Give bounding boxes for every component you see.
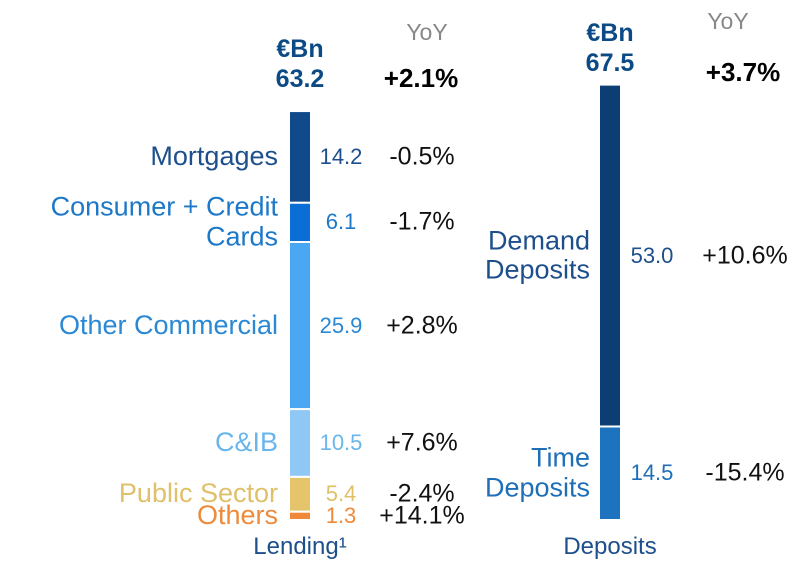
bar-segment <box>288 475 312 513</box>
bar-label: Deposits <box>563 533 657 560</box>
yoy-label: +7.6% <box>386 428 458 457</box>
category-label: Demand Deposits <box>484 224 590 285</box>
category-label: Consumer + Credit Cards <box>50 191 278 252</box>
category-label: Mortgages <box>150 141 278 172</box>
value-label: 10.5 <box>319 429 363 455</box>
unit-label: €Bn <box>276 35 324 63</box>
category-label: C&IB <box>214 427 278 458</box>
category-label: Public Sector <box>118 478 278 509</box>
value-label: 5.4 <box>325 481 357 507</box>
bar-segment <box>288 510 312 521</box>
yoy-label: -0.5% <box>389 142 455 171</box>
bar-segment <box>288 201 312 244</box>
total-yoy: +2.1% <box>383 63 459 93</box>
value-label: 14.2 <box>319 143 363 169</box>
total-value: 67.5 <box>585 49 635 77</box>
category-label: Time Deposits <box>484 442 590 503</box>
yoy-label: -15.4% <box>705 458 785 487</box>
bar-label: Lending¹ <box>253 533 347 560</box>
category-label: Other Commercial <box>58 309 278 340</box>
total-value: 63.2 <box>275 65 325 93</box>
category-label: Others <box>196 499 278 530</box>
bar-segment <box>598 83 622 428</box>
yoy-label: -1.7% <box>389 207 455 236</box>
yoy-header: YoY <box>406 19 448 45</box>
value-label: 1.3 <box>325 502 357 528</box>
value-label: 53.0 <box>630 242 674 268</box>
unit-label: €Bn <box>586 19 634 47</box>
value-label: 14.5 <box>630 460 674 486</box>
value-label: 6.1 <box>325 209 357 235</box>
bar-segment <box>598 425 622 522</box>
bar-segment <box>288 241 312 411</box>
yoy-label: -2.4% <box>389 479 455 508</box>
bar-segment <box>288 110 312 204</box>
bar-segment <box>288 408 312 478</box>
total-yoy: +3.7% <box>705 57 781 87</box>
yoy-label: +10.6% <box>702 240 788 269</box>
yoy-label: +14.1% <box>379 501 465 530</box>
yoy-label: +2.8% <box>386 310 458 339</box>
value-label: 25.9 <box>319 312 363 338</box>
yoy-header: YoY <box>707 8 749 34</box>
